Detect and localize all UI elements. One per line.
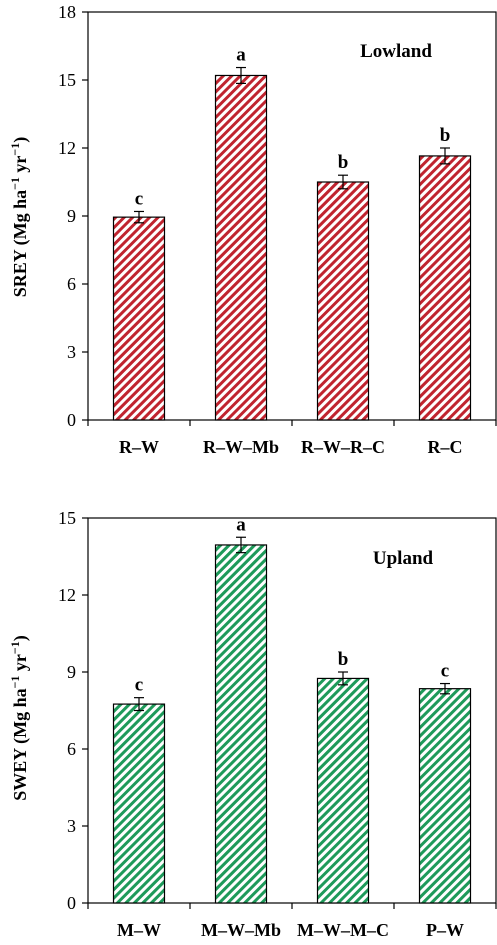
significance-label: b — [440, 125, 451, 146]
y-tick-label: 15 — [58, 70, 76, 90]
significance-label: c — [441, 661, 449, 682]
y-tick-label: 6 — [67, 274, 76, 294]
panel-label: Upland — [373, 548, 434, 569]
y-tick-label: 18 — [58, 2, 76, 22]
x-tick-label: R–C — [428, 437, 463, 457]
y-tick-label: 9 — [67, 206, 76, 226]
significance-label: c — [135, 188, 143, 209]
bar — [418, 155, 472, 421]
bar — [214, 74, 268, 421]
bar — [112, 216, 166, 421]
significance-label: b — [338, 649, 349, 670]
bar — [214, 544, 268, 904]
y-axis-label: SREY (Mg ha−1 yr−1) — [8, 137, 31, 298]
bar — [418, 688, 472, 904]
bar — [112, 703, 166, 904]
x-tick-label: M–W — [117, 920, 161, 940]
significance-label: c — [135, 675, 143, 696]
x-tick-label: R–W–R–C — [301, 437, 385, 457]
y-tick-label: 12 — [58, 585, 76, 605]
y-tick-label: 3 — [67, 342, 76, 362]
y-tick-label: 12 — [58, 138, 76, 158]
x-tick-label: R–W–Mb — [203, 437, 279, 457]
y-tick-label: 3 — [67, 816, 76, 836]
x-tick-label: P–W — [426, 920, 464, 940]
y-tick-label: 6 — [67, 739, 76, 759]
y-tick-label: 0 — [67, 893, 76, 913]
bar — [316, 181, 370, 421]
panel-label: Lowland — [360, 41, 432, 62]
x-tick-label: M–W–Mb — [201, 920, 281, 940]
y-tick-label: 0 — [67, 410, 76, 430]
significance-label: a — [236, 45, 246, 66]
lowland-chart: SREY (Mg ha−1 yr−1) Lowland 0 3 6 9 12 15 18 c R… — [8, 2, 497, 457]
upland-chart: SWEY (Mg ha−1 yr−1) Upland 0 3 6 9 12 15 c M–W a… — [8, 508, 497, 940]
y-axis-label: SWEY (Mg ha−1 yr−1) — [8, 635, 31, 801]
significance-label: a — [236, 514, 246, 535]
bar — [316, 677, 370, 904]
significance-label: b — [338, 152, 349, 173]
x-tick-label: R–W — [119, 437, 159, 457]
y-tick-label: 15 — [58, 508, 76, 528]
x-tick-label: M–W–M–C — [297, 920, 389, 940]
y-tick-label: 9 — [67, 662, 76, 682]
